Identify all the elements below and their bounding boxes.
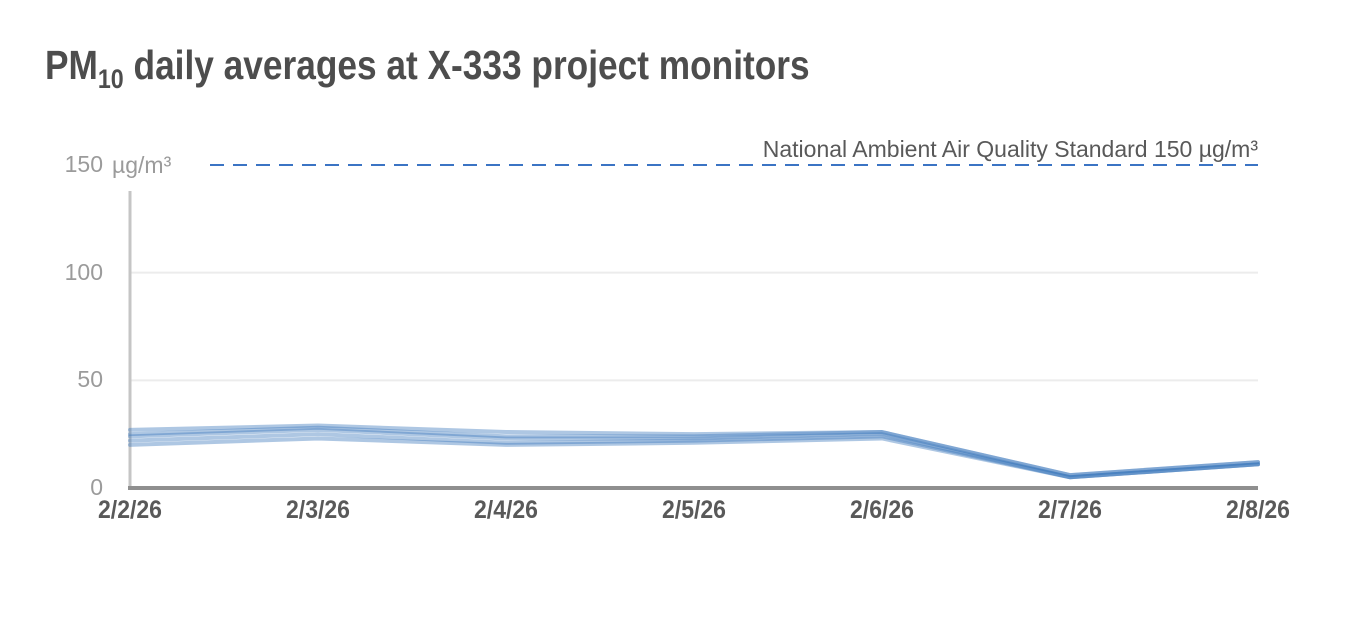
- x-axis-label-2-4-26: 2/4/26: [474, 496, 538, 524]
- series-line-monitor-2: [128, 425, 1260, 478]
- y-axis-tick-label-0: 0: [90, 474, 103, 500]
- x-axis-label-2-8-26: 2/8/26: [1226, 496, 1290, 524]
- y-axis-unit-label: µg/m³: [112, 152, 172, 178]
- x-axis-label-2-7-26: 2/7/26: [1038, 496, 1102, 524]
- series-line-monitor-4: [128, 432, 1260, 480]
- y-axis-tick-label-150: 150: [64, 151, 103, 177]
- reference-line-label: National Ambient Air Quality Standard 15…: [762, 136, 1258, 162]
- x-axis-label-2-5-26: 2/5/26: [662, 496, 726, 524]
- x-axis-label-2-6-26: 2/6/26: [850, 496, 914, 524]
- x-axis-label-2-2-26: 2/2/26: [98, 496, 162, 524]
- chart-title-subscript: 10: [97, 64, 124, 94]
- y-axis-tick-label-100: 100: [64, 258, 103, 285]
- series-line-monitor-3: [128, 427, 1260, 480]
- chart-title-prefix: PM: [45, 42, 98, 88]
- series-line-monitor-5: [128, 436, 1260, 480]
- chart-title: PM10 daily averages at X-333 project mon…: [45, 42, 810, 94]
- series-line-monitor-1: [128, 423, 1260, 478]
- y-axis-tick-label-50: 50: [77, 366, 103, 393]
- x-axis-label-2-3-26: 2/3/26: [286, 496, 350, 524]
- chart-title-rest: daily averages at X-333 project monitors: [123, 42, 810, 88]
